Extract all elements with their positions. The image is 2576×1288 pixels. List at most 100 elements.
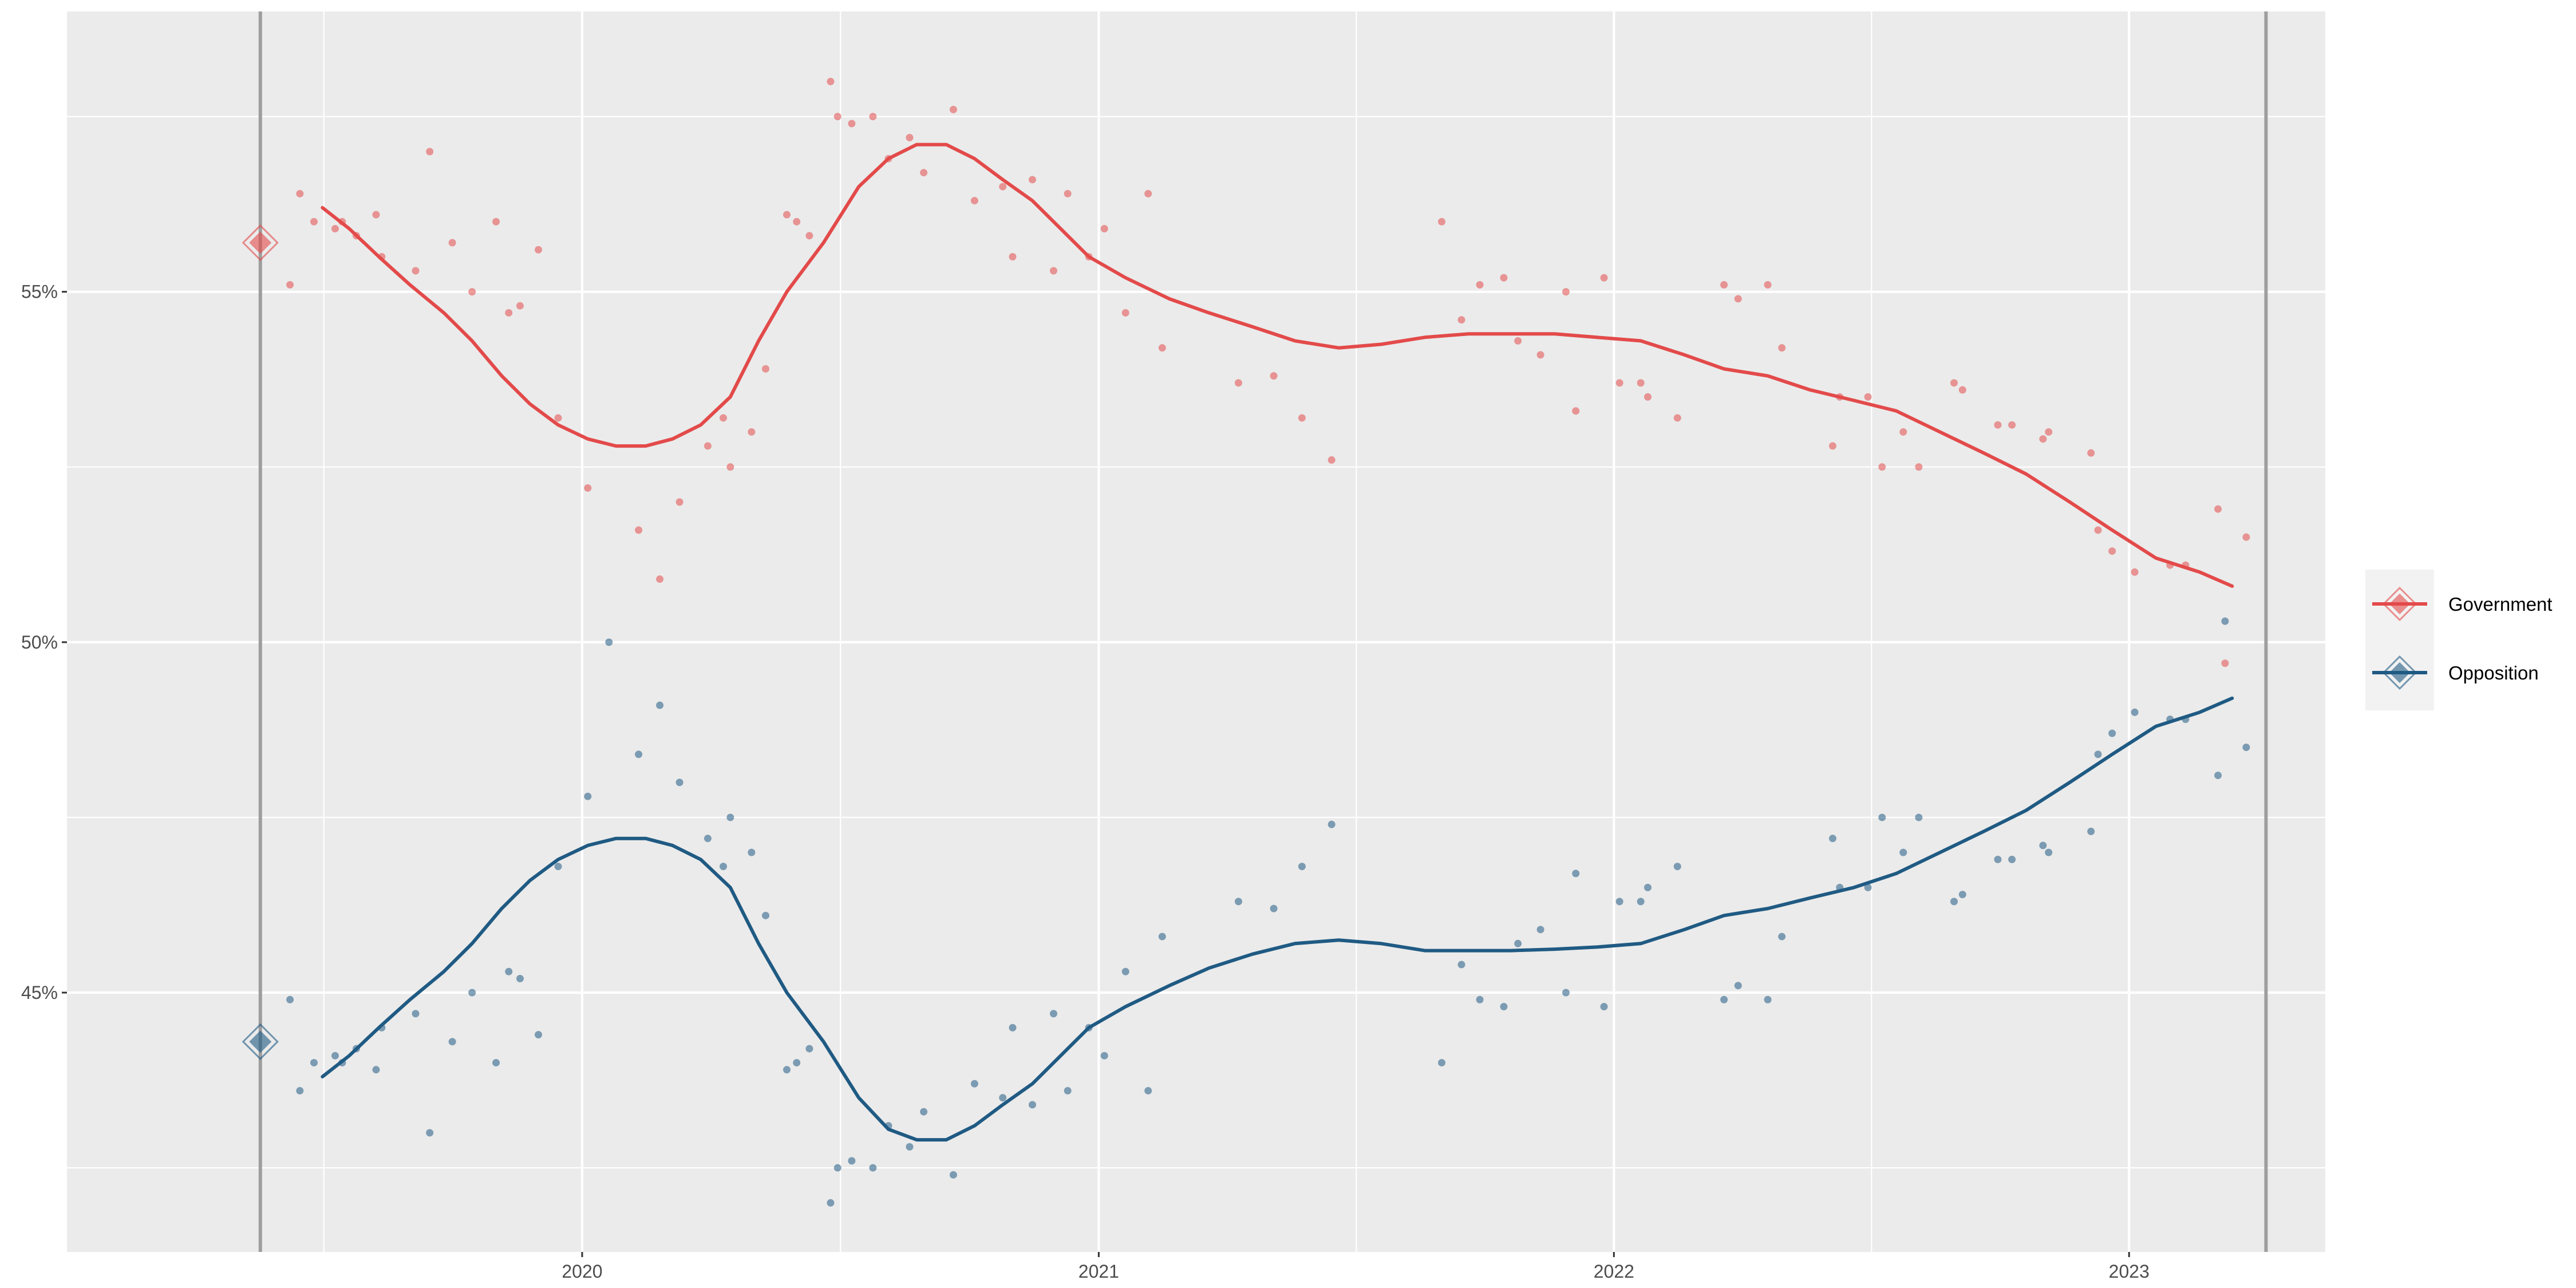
poll-point xyxy=(1720,280,1728,289)
poll-point xyxy=(1562,288,1570,296)
poll-point xyxy=(1009,253,1017,261)
poll-point xyxy=(1644,883,1652,891)
poll-point xyxy=(1500,274,1508,282)
poll-point xyxy=(1298,414,1306,422)
poll-point xyxy=(1899,848,1907,856)
legend-key-background xyxy=(2365,570,2434,710)
poll-point xyxy=(761,911,769,919)
poll-point xyxy=(2131,708,2139,716)
poll-point xyxy=(906,1143,914,1151)
poll-point xyxy=(310,218,318,226)
poll-point xyxy=(783,211,791,219)
poll-point xyxy=(720,414,728,422)
poll-point xyxy=(412,1010,420,1018)
poll-point xyxy=(448,1038,456,1046)
poll-point xyxy=(748,428,756,436)
poll-point xyxy=(1457,961,1465,969)
poll-point xyxy=(726,463,734,471)
poll-point xyxy=(2214,771,2222,779)
poll-point xyxy=(296,189,304,197)
poll-point xyxy=(970,1080,978,1088)
result-opposition-outline xyxy=(242,1023,279,1060)
poll-point xyxy=(869,113,877,121)
poll-point xyxy=(1778,344,1786,352)
points-government xyxy=(286,77,2250,667)
poll-point xyxy=(2242,533,2250,541)
poll-point xyxy=(1994,855,2002,863)
poll-point xyxy=(1438,1058,1446,1066)
poll-point xyxy=(296,1086,304,1095)
trend-lines xyxy=(321,143,2234,1142)
poll-point xyxy=(331,1052,339,1060)
poll-point xyxy=(2045,848,2053,856)
poll-point xyxy=(2087,827,2095,835)
poll-point xyxy=(970,197,978,205)
poll-point xyxy=(1828,835,1836,843)
x-tick-label: 2021 xyxy=(1078,1261,1119,1282)
poll-point xyxy=(2008,421,2016,429)
poll-point xyxy=(2221,659,2229,667)
poll-point xyxy=(1476,995,1484,1003)
poll-point xyxy=(1144,1086,1152,1095)
poll-point xyxy=(1064,189,1072,197)
y-axis: 45% 50% 55% xyxy=(21,282,67,1003)
poll-point xyxy=(492,1058,500,1066)
poll-point xyxy=(1562,989,1570,997)
poll-point xyxy=(554,414,562,422)
poll-point xyxy=(1514,939,1522,947)
poll-point xyxy=(1100,225,1108,233)
poll-point xyxy=(492,218,500,226)
poll-point xyxy=(1536,926,1544,934)
poll-point xyxy=(310,1058,318,1066)
poll-point xyxy=(2108,729,2116,737)
election-results xyxy=(242,224,279,1060)
poll-point xyxy=(412,267,420,275)
poll-point xyxy=(783,1066,791,1074)
poll-point xyxy=(1764,995,1772,1003)
poll-point xyxy=(468,288,476,296)
poll-point xyxy=(1637,898,1645,906)
poll-point xyxy=(726,813,734,821)
poll-point xyxy=(2087,449,2095,457)
poll-point xyxy=(2214,505,2222,513)
poll-point xyxy=(1438,218,1446,226)
poll-point xyxy=(761,365,769,373)
poll-point xyxy=(372,211,380,219)
poll-point xyxy=(286,995,294,1003)
poll-point xyxy=(1121,967,1129,975)
poll-point xyxy=(920,169,928,177)
poll-point xyxy=(1864,883,1872,891)
poll-point xyxy=(793,218,801,226)
poll-point xyxy=(2094,750,2102,758)
poll-point xyxy=(1476,280,1484,289)
trend-line-opposition xyxy=(321,696,2234,1142)
poll-point xyxy=(1899,428,1907,436)
y-tick-label: 45% xyxy=(21,982,58,1003)
poll-point xyxy=(1615,379,1623,387)
poll-point xyxy=(906,133,914,141)
poll-point xyxy=(331,225,339,233)
plot-panel xyxy=(67,11,2325,1252)
poll-point xyxy=(1764,280,1772,289)
poll-point xyxy=(1994,421,2002,429)
poll-point xyxy=(675,779,683,787)
y-tick-label: 55% xyxy=(21,282,58,302)
poll-point xyxy=(793,1058,801,1066)
grid-minor xyxy=(67,11,2325,1252)
poll-point xyxy=(949,1171,957,1179)
poll-point xyxy=(635,526,643,534)
legend-diamond-outline xyxy=(2382,655,2417,690)
poll-point xyxy=(554,863,562,871)
poll-point xyxy=(1958,386,1966,394)
poll-point xyxy=(1778,933,1786,941)
poll-point xyxy=(516,302,524,310)
poll-point xyxy=(1158,933,1166,941)
poll-point xyxy=(584,792,592,800)
poll-point xyxy=(535,1030,543,1038)
poll-point xyxy=(635,750,643,758)
y-tick-label: 50% xyxy=(21,632,58,653)
poll-point xyxy=(1878,813,1886,821)
legend: Government Opposition xyxy=(2365,570,2553,710)
poll-point xyxy=(372,1066,380,1074)
